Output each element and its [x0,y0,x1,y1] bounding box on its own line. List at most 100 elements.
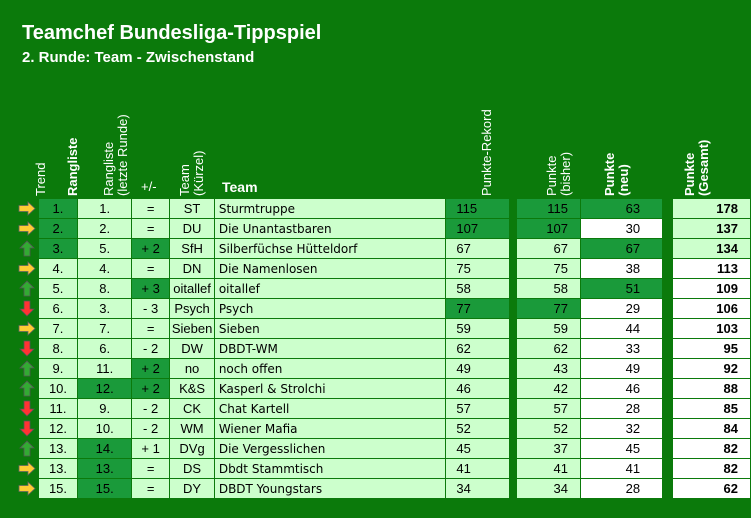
gesamt-cell: 137 [671,218,751,239]
gap [662,258,673,279]
bisher-cell: 34 [515,478,582,499]
table-row: 8. 6. - 2 DW DBDT-WM 62 62 33 95 [16,338,751,359]
bisher-cell: 115 [515,198,582,219]
plusminus-cell: + 2 [130,378,171,399]
bisher-cell: 59 [515,318,582,339]
header-gesamt-1: Punkte [682,152,697,196]
rekord-cell: 59 [445,318,511,339]
bisher-cell: 62 [515,338,582,359]
header-last-cell: Rangliste (letzte Runde) [101,0,136,196]
rank-cell: 10. [37,378,79,399]
abbr-cell: WM [169,418,215,439]
neu-cell: 41 [580,458,664,479]
arrow-down-icon [17,420,38,437]
rank-cell: 12. [37,418,79,439]
gap [662,338,673,359]
gap [662,458,673,479]
arrow-right-icon [17,261,38,276]
rank-cell: 7. [37,318,79,339]
arrow-up-icon [17,240,38,257]
rekord-cell: 41 [445,458,511,479]
gesamt-cell: 178 [671,198,751,219]
last-rank-cell: 7. [77,318,132,339]
page-title: Teamchef Bundesliga-Tippspiel [22,22,322,44]
header-bisher-1: Punkte [544,155,559,196]
bisher-cell: 41 [515,458,582,479]
team-cell: Wiener Mafia [213,418,447,439]
plusminus-cell: - 2 [130,398,171,419]
gap [662,438,673,459]
table-row: 10. 12. + 2 K&S Kasperl & Strolchi 46 42 46 88 [16,378,751,399]
table-row: 11. 9. - 2 CK Chat Kartell 57 57 28 85 [16,398,751,419]
arrow-down-icon [17,340,38,357]
rank-cell: 13. [37,438,79,459]
header-gesamt-cell: Punkte (Gesamt) [682,0,731,196]
gesamt-cell: 85 [671,398,751,419]
plusminus-cell: + 3 [130,278,171,299]
header-rekord: Punkte-Rekord [479,109,494,196]
last-rank-cell: 3. [77,298,132,319]
table-row: 1. 1. = ST Sturmtruppe 115 115 63 178 [16,198,751,219]
bisher-cell: 37 [515,438,582,459]
arrow-right-icon [17,321,38,336]
rekord-cell: 67 [445,238,511,259]
bisher-cell: 43 [515,358,582,379]
rekord-cell: 49 [445,358,511,379]
last-rank-cell: 8. [77,278,132,299]
table-row: 2. 2. = DU Die Unantastbaren 107 107 30 137 [16,218,751,239]
last-rank-cell: 1. [77,198,132,219]
header-rangliste-cell: Rangliste [65,0,86,196]
bisher-cell: 57 [515,398,582,419]
table-row: 15. 15. = DY DBDT Youngstars 34 34 28 62 [16,478,751,499]
bisher-cell: 42 [515,378,582,399]
trend-cell [16,238,39,259]
page-subtitle: 2. Runde: Team - Zwischenstand [22,49,255,66]
header-bisher-cell: Punkte (bisher) [544,0,593,196]
gesamt-cell: 82 [671,458,751,479]
neu-cell: 63 [580,198,664,219]
rank-cell: 11. [37,398,79,419]
trend-cell [16,438,39,459]
gesamt-cell: 103 [671,318,751,339]
plusminus-cell: - 2 [130,338,171,359]
rekord-cell: 62 [445,338,511,359]
gap [662,398,673,419]
gesamt-cell: 88 [671,378,751,399]
trend-cell [16,478,39,499]
trend-cell [16,398,39,419]
last-rank-cell: 13. [77,458,132,479]
team-cell: DBDT Youngstars [213,478,447,499]
abbr-cell: oitallef [169,278,215,299]
header-kuerzel-cell: Team (Kürzel) [177,0,226,196]
gap [662,218,673,239]
trend-cell [16,378,39,399]
trend-cell [16,198,39,219]
rekord-cell: 75 [445,258,511,279]
trend-cell [16,298,39,319]
last-rank-cell: 15. [77,478,132,499]
arrow-up-icon [17,380,38,397]
neu-cell: 28 [580,478,664,499]
abbr-cell: Sieben [169,318,215,339]
table-row: 4. 4. = DN Die Namenlosen 75 75 38 113 [16,258,751,279]
header-gesamt-2: (Gesamt) [696,139,711,196]
gap [662,238,673,259]
rekord-cell: 115 [445,198,511,219]
abbr-cell: DS [169,458,215,479]
gesamt-cell: 134 [671,238,751,259]
header-last-1: Rangliste [101,141,116,196]
arrow-up-icon [17,440,38,457]
table-row: 13. 13. = DS Dbdt Stammtisch 41 41 41 82 [16,458,751,479]
table-row: 13. 14. + 1 DVg Die Vergesslichen 45 37 45 82 [16,438,751,459]
plusminus-cell: = [130,318,171,339]
header-plusminus: +/- [141,179,157,194]
trend-cell [16,218,39,239]
bisher-cell: 107 [515,218,582,239]
plusminus-cell: - 2 [130,418,171,439]
bisher-cell: 67 [515,238,582,259]
neu-cell: 33 [580,338,664,359]
trend-cell [16,318,39,339]
arrow-down-icon [17,300,38,317]
last-rank-cell: 12. [77,378,132,399]
team-cell: Die Unantastbaren [213,218,447,239]
